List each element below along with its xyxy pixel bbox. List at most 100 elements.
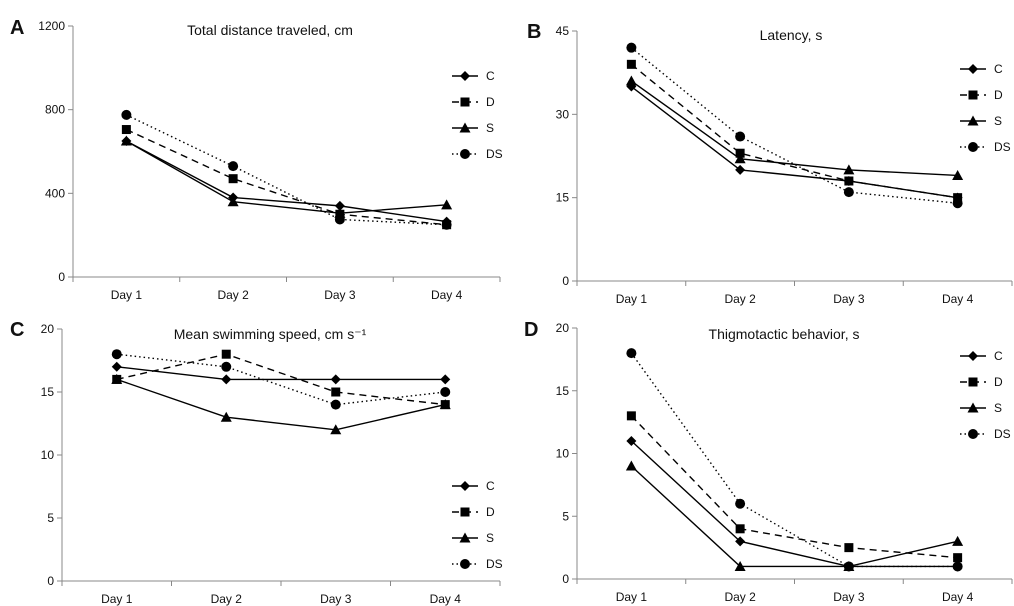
y-tick-label: 10: [556, 447, 570, 461]
data-point-d: [626, 411, 636, 421]
panel-d: D Thigmotactic behavior, s 0 5 10 15 20 Day 1…: [524, 319, 1013, 604]
legend-marker: [968, 429, 978, 439]
data-point-ds: [626, 42, 637, 53]
y-tick-label: 0: [562, 274, 569, 288]
data-point-ds: [626, 348, 637, 359]
data-point-d: [953, 553, 963, 563]
legend-label: DS: [994, 140, 1011, 154]
data-point-ds: [440, 387, 451, 397]
data-point-s: [330, 424, 342, 435]
y-tick-label: 0: [47, 574, 54, 588]
series-line-c: [630, 440, 958, 568]
series-line-c: [126, 140, 447, 223]
legend-marker: [967, 115, 979, 126]
legend-label: DS: [994, 427, 1011, 441]
series-line-d: [630, 415, 958, 559]
x-tick-label: Day 1: [616, 292, 648, 306]
data-point-d: [735, 148, 745, 158]
legend-marker: [967, 402, 979, 413]
legend-marker: [968, 64, 978, 74]
data-point-s: [952, 169, 964, 180]
series-line-ds: [630, 47, 958, 204]
data-point-d: [331, 387, 341, 397]
data-point-d: [228, 174, 238, 184]
data-point-ds: [228, 161, 239, 172]
chart-title: Latency, s: [760, 27, 823, 43]
data-point-s: [120, 135, 132, 146]
legend-label: S: [994, 401, 1002, 415]
legend-label: D: [994, 88, 1003, 102]
data-point-c: [111, 361, 122, 372]
panel-letter: C: [10, 319, 24, 341]
data-point-c: [440, 374, 451, 385]
data-point-d: [844, 176, 854, 186]
legend-marker: [460, 71, 470, 81]
y-tick-label: 1200: [38, 19, 65, 33]
y-tick-label: 20: [556, 321, 570, 335]
data-point-d: [626, 59, 636, 69]
legend-label: C: [486, 69, 495, 83]
data-point-d: [221, 349, 231, 359]
legend-label: S: [994, 114, 1002, 128]
data-point-s: [334, 207, 346, 218]
y-tick-label: 30: [556, 107, 570, 121]
legend-marker: [460, 97, 470, 107]
x-tick-label: Day 3: [833, 590, 865, 604]
y-tick-label: 15: [556, 384, 570, 398]
series-line-ds: [630, 352, 958, 568]
data-point-s: [227, 196, 239, 207]
x-tick-label: Day 1: [616, 590, 648, 604]
data-point-s: [625, 75, 637, 86]
data-point-ds: [121, 109, 132, 120]
y-tick-label: 20: [41, 322, 55, 336]
series-line-ds: [116, 353, 446, 406]
legend-marker: [460, 481, 470, 491]
panel-c: C Mean swimming speed, cm s⁻¹ 0 5 10 15 20 Da…: [10, 319, 503, 606]
y-tick-label: 15: [556, 191, 570, 205]
data-point-ds: [330, 399, 341, 410]
legend-label: C: [994, 349, 1003, 363]
x-tick-label: Day 2: [724, 590, 756, 604]
legend-marker: [968, 90, 978, 100]
legend-marker: [459, 532, 471, 543]
data-point-c: [330, 374, 341, 385]
y-tick-label: 0: [58, 270, 65, 284]
series-line-c: [630, 85, 958, 199]
x-tick-label: Day 4: [942, 292, 974, 306]
panel-b: B Latency, s 0 15 30 45 Day 1 Day 2 Day 3 Day 4…: [527, 21, 1013, 306]
legend-marker: [968, 142, 978, 152]
legend-marker: [968, 351, 978, 361]
data-point-s: [734, 153, 746, 164]
x-tick-label: Day 1: [111, 288, 143, 302]
y-tick-label: 0: [562, 572, 569, 586]
series-line-s: [116, 378, 446, 431]
data-point-d: [844, 543, 854, 553]
x-tick-label: Day 1: [101, 592, 133, 606]
series-line-d: [630, 63, 958, 199]
x-tick-label: Day 2: [211, 592, 243, 606]
x-tick-label: Day 3: [324, 288, 356, 302]
data-point-ds: [843, 187, 854, 198]
legend-marker: [460, 559, 470, 569]
legend-marker: [968, 377, 978, 387]
data-point-ds: [952, 198, 963, 209]
chart-title: Thigmotactic behavior, s: [709, 326, 860, 342]
data-point-ds: [952, 561, 963, 572]
data-point-ds: [111, 349, 122, 360]
x-tick-label: Day 4: [430, 592, 462, 606]
y-tick-label: 5: [562, 509, 569, 523]
series-line-ds: [126, 114, 447, 226]
legend-marker: [460, 149, 470, 159]
data-point-ds: [735, 498, 746, 509]
data-point-c: [735, 164, 746, 175]
y-tick-label: 5: [47, 511, 54, 525]
series-line-s: [630, 465, 958, 568]
legend-label: D: [486, 95, 495, 109]
legend-label: S: [486, 531, 494, 545]
data-point-s: [734, 560, 746, 571]
legend-label: DS: [486, 147, 503, 161]
x-tick-label: Day 3: [320, 592, 352, 606]
data-point-s: [843, 164, 855, 175]
